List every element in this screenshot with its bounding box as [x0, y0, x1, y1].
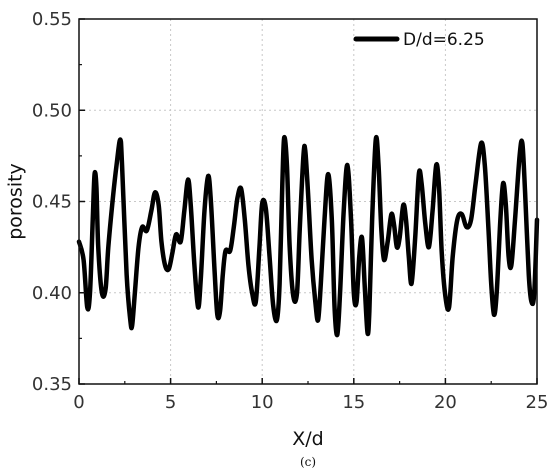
axis-ticks: 0 5 10 15 20 25 0.35 0.40 0.45 0.50 0.55: [32, 9, 549, 413]
series-layer: [76, 134, 540, 338]
series-line-0: [76, 134, 540, 338]
y-axis-title: porosity: [5, 163, 27, 240]
x-tick-label: 15: [342, 392, 365, 413]
x-tick-label: 20: [434, 392, 457, 413]
x-axis-title: X/d: [292, 428, 323, 450]
x-tick-label: 5: [165, 392, 176, 413]
figure-caption: (c): [300, 455, 316, 469]
legend-label-d-d-6-25: D/d=6.25: [403, 30, 485, 50]
y-tick-label: 0.35: [32, 374, 72, 395]
y-tick-label: 0.40: [32, 283, 72, 304]
grid: [79, 19, 537, 384]
x-tick-label: 25: [526, 392, 549, 413]
y-tick-label: 0.50: [32, 100, 72, 121]
legend: D/d=6.25: [353, 30, 485, 50]
y-tick-label: 0.45: [32, 192, 72, 213]
x-tick-label: 0: [73, 392, 84, 413]
y-tick-label: 0.55: [32, 9, 72, 30]
x-tick-label: 10: [251, 392, 274, 413]
